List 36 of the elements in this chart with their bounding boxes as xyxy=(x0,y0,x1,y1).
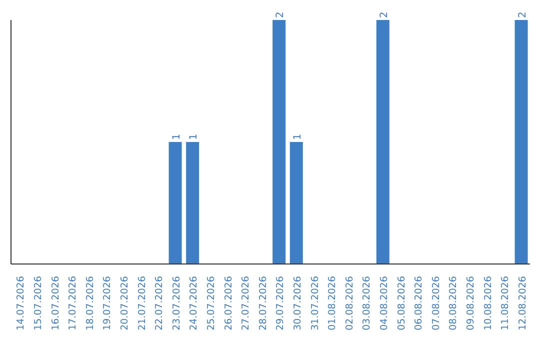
x-tick-label: 02.08.2026 xyxy=(344,276,356,330)
x-tick-label: 25.07.2026 xyxy=(206,276,217,330)
data-label: 2 xyxy=(275,12,286,18)
x-tick-label: 26.07.2026 xyxy=(223,276,234,330)
x-tick-label: 24.07.2026 xyxy=(188,276,200,330)
x-tick-label: 22.07.2026 xyxy=(154,276,166,330)
x-tick-label: 11.08.2026 xyxy=(500,276,512,330)
x-tick-label: 23.07.2026 xyxy=(171,276,182,330)
data-label: 2 xyxy=(517,12,528,18)
x-tick-label: 04.08.2026 xyxy=(378,276,390,330)
x-tick-label: 28.07.2026 xyxy=(258,276,269,330)
x-tick-label: 08.08.2026 xyxy=(448,276,460,330)
x-tick-label: 10.08.2026 xyxy=(482,276,494,330)
x-tick-label: 31.07.2026 xyxy=(310,276,321,330)
x-tick-label: 15.07.2026 xyxy=(32,276,44,330)
data-label: 1 xyxy=(171,134,182,140)
x-tick-label: 03.08.2026 xyxy=(362,276,373,330)
x-tick-label: 29.07.2026 xyxy=(275,276,286,330)
x-tick-label: 14.07.2026 xyxy=(16,276,27,330)
data-label: 1 xyxy=(188,134,200,140)
x-tick-label: 12.08.2026 xyxy=(517,276,528,330)
x-tick-label: 01.08.2026 xyxy=(327,276,338,330)
x-tick-label: 16.07.2026 xyxy=(50,276,62,330)
x-tick-label: 19.07.2026 xyxy=(102,276,114,330)
data-label: 1 xyxy=(292,134,304,140)
x-tick-label: 17.07.2026 xyxy=(68,276,79,330)
data-label: 2 xyxy=(378,12,390,18)
x-tick-label: 30.07.2026 xyxy=(292,276,304,330)
x-tick-label: 06.08.2026 xyxy=(414,276,425,330)
x-tick-label: 21.07.2026 xyxy=(136,276,148,330)
x-tick-label: 05.08.2026 xyxy=(396,276,408,330)
x-tick-label: 20.07.2026 xyxy=(119,276,130,330)
x-tick-label: 07.08.2026 xyxy=(430,276,442,330)
x-tick-label: 27.07.2026 xyxy=(240,276,252,330)
x-tick-label: 09.08.2026 xyxy=(465,276,476,330)
x-tick-label: 18.07.2026 xyxy=(84,276,96,330)
